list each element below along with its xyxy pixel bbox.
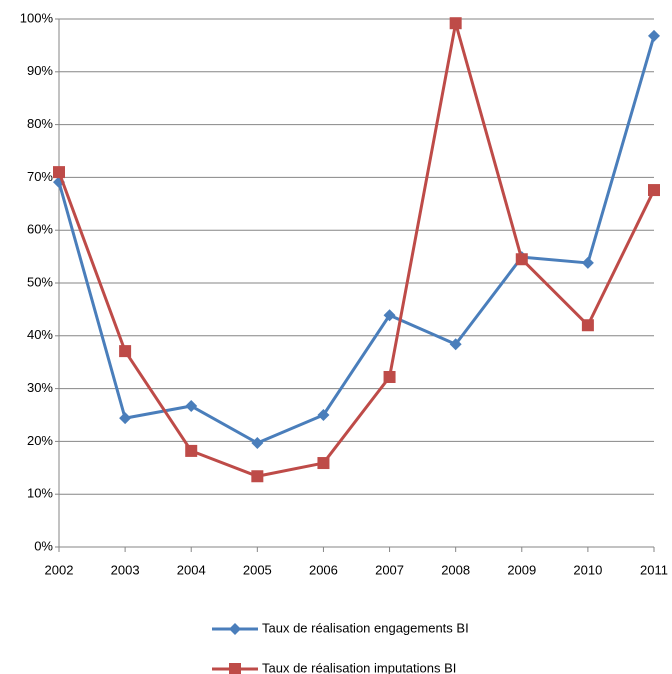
marker [229, 663, 241, 674]
marker [119, 345, 132, 358]
x-tick-label: 2010 [573, 562, 602, 577]
marker [229, 623, 241, 635]
marker [383, 309, 396, 322]
x-tick-label: 2006 [309, 562, 338, 577]
y-tick-label: 40% [27, 327, 53, 342]
y-tick-label: 100% [20, 10, 54, 25]
marker [449, 338, 462, 351]
marker [251, 436, 264, 449]
marker [317, 409, 330, 421]
x-tick-label: 2005 [243, 562, 272, 577]
marker [581, 319, 594, 332]
y-tick-label: 80% [27, 116, 53, 131]
marker [581, 256, 594, 269]
y-tick-label: 20% [27, 433, 53, 448]
marker [648, 29, 660, 42]
marker [449, 17, 462, 30]
marker [119, 412, 132, 425]
x-tick-label: 2003 [111, 562, 140, 577]
series-line [57, 21, 656, 478]
x-tick-label: 2008 [441, 562, 470, 577]
x-tick-label: 2004 [177, 562, 206, 577]
legend-label: Taux de réalisation engagements BI [262, 620, 469, 635]
x-tick-label: 2002 [45, 562, 74, 577]
marker [515, 253, 528, 266]
y-tick-label: 10% [27, 486, 53, 501]
legend-label: Taux de réalisation imputations BI [262, 660, 456, 674]
marker [383, 370, 396, 383]
x-tick-label: 2007 [375, 562, 404, 577]
y-tick-label: 70% [27, 169, 53, 184]
marker [185, 400, 198, 413]
y-tick-label: 90% [27, 63, 53, 78]
y-tick-label: 60% [27, 222, 53, 237]
y-tick-label: 50% [27, 274, 53, 289]
series-line [57, 35, 656, 445]
y-tick-label: 0% [34, 538, 53, 553]
marker [251, 470, 264, 483]
x-tick-label: 2009 [507, 562, 536, 577]
marker [648, 184, 660, 197]
marker [317, 457, 330, 470]
marker [53, 166, 65, 179]
y-tick-label: 30% [27, 380, 53, 395]
marker [185, 444, 198, 457]
x-tick-label: 2011 [640, 562, 668, 577]
